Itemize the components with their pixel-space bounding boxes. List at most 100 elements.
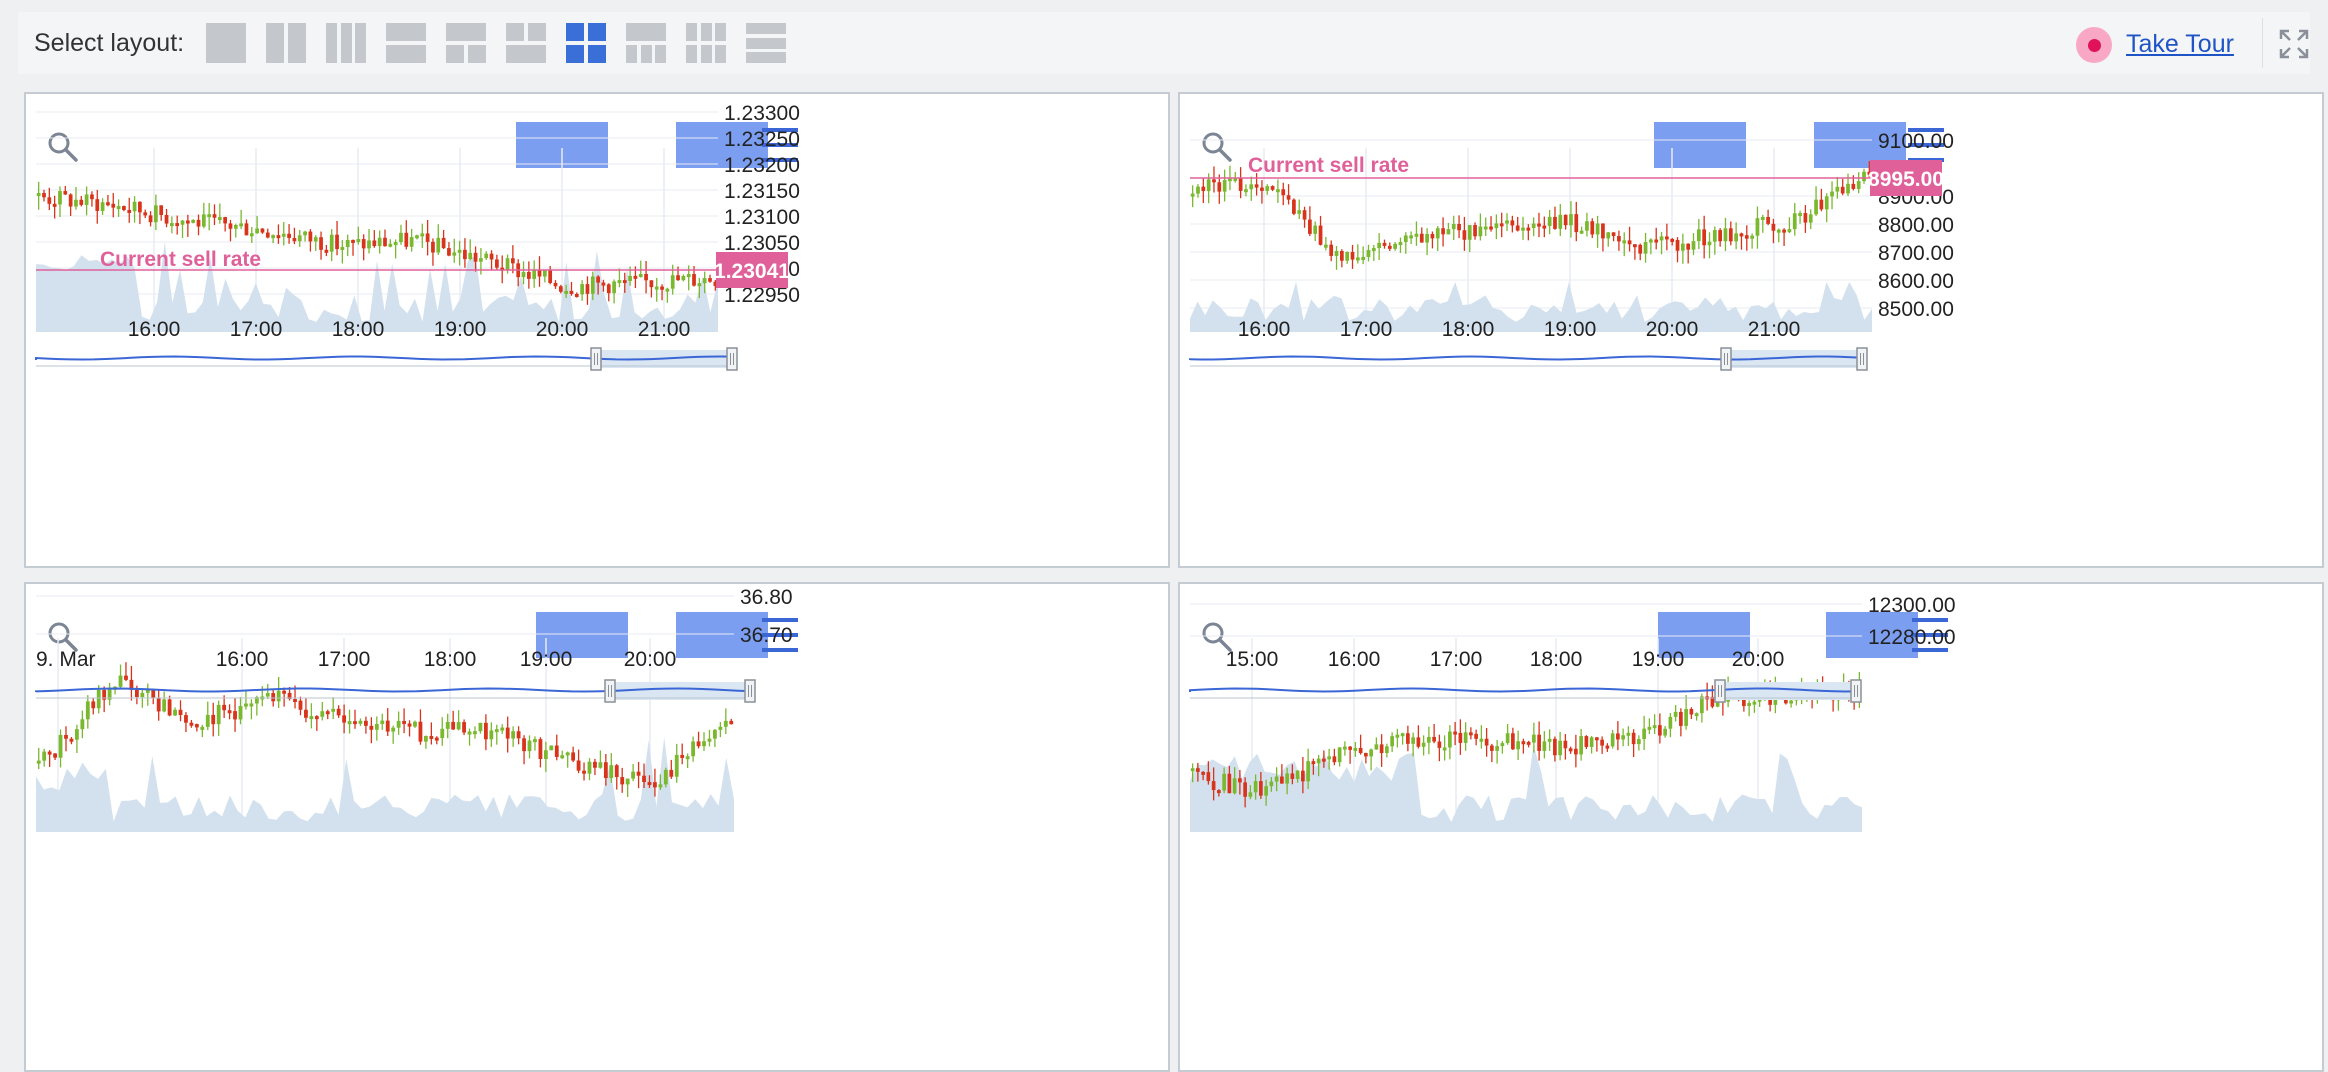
buy-button[interactable] <box>676 122 768 168</box>
y-tick-label: 12320.00 <box>1868 584 1956 585</box>
candle-body <box>1792 213 1797 230</box>
candle-body <box>287 233 291 239</box>
candle-body <box>281 233 286 237</box>
sell-button[interactable] <box>1654 122 1746 168</box>
y-tick-label: 9100.00 <box>1878 130 1954 153</box>
candle-body <box>633 275 638 279</box>
candle-body <box>1446 229 1451 235</box>
buy-button[interactable] <box>676 612 768 658</box>
candle-body <box>132 201 137 212</box>
fullscreen-icon[interactable] <box>2278 28 2310 60</box>
layout-cell <box>700 23 712 41</box>
layout-one-top-two-bottom-button[interactable] <box>446 23 487 63</box>
layout-three-rows-button[interactable] <box>746 23 787 63</box>
navigator-selection[interactable] <box>1720 682 1856 700</box>
candle-body <box>1579 230 1584 234</box>
candle-body <box>1787 229 1792 233</box>
candle-body <box>298 700 303 710</box>
candle-body <box>331 708 336 712</box>
candle-body <box>1691 241 1696 250</box>
navigator-handle[interactable] <box>590 347 602 371</box>
candle-body <box>170 223 174 227</box>
navigator-handle[interactable] <box>1714 679 1726 703</box>
candle-body <box>1222 180 1227 192</box>
layout-one-top-three-bottom-button[interactable] <box>626 23 667 63</box>
candle-body <box>1382 242 1387 246</box>
candle-body <box>342 715 347 723</box>
candle-body <box>1416 737 1421 747</box>
candle-body <box>353 721 357 725</box>
search-icon[interactable] <box>46 130 80 164</box>
candle-body <box>1696 229 1701 242</box>
candle-body <box>1649 239 1653 243</box>
navigator-handle[interactable] <box>726 347 738 371</box>
navigator-handle[interactable] <box>1856 347 1868 371</box>
candle-body <box>154 205 158 223</box>
menu-icon[interactable] <box>1912 614 1948 658</box>
candle-body <box>569 290 574 294</box>
x-tick-label: 20:00 <box>536 318 589 341</box>
layout-two-rows-button[interactable] <box>386 23 427 63</box>
layout-two-top-one-bottom-button[interactable] <box>506 23 547 63</box>
candle-body <box>628 275 632 281</box>
layout-two-by-three-button[interactable] <box>686 23 727 63</box>
buy-button[interactable] <box>1826 612 1918 658</box>
candle-body <box>527 740 532 752</box>
navigator-handle[interactable] <box>604 679 616 703</box>
candle-body <box>1265 186 1270 191</box>
layout-single-button[interactable] <box>206 23 247 63</box>
candle-body <box>260 228 265 233</box>
candle-body <box>1358 747 1363 754</box>
candle-body <box>1798 213 1802 217</box>
candle-body <box>64 734 68 739</box>
navigator-selection[interactable] <box>610 682 750 700</box>
candle-body <box>440 728 445 739</box>
candle-body <box>644 273 648 281</box>
candle-body <box>1249 184 1254 190</box>
candle-body <box>391 727 396 732</box>
take-tour-link[interactable]: Take Tour <box>2126 30 2234 58</box>
price-chart[interactable]: 12380.0012360.0012340.0012320.0012300.00… <box>1180 584 2322 1070</box>
candle-body <box>1430 233 1435 239</box>
tour-record-icon[interactable] <box>2076 27 2112 63</box>
menu-icon[interactable] <box>762 614 798 658</box>
candle-body <box>489 253 494 260</box>
price-chart[interactable]: 9100.008900.008800.008700.008600.008500.… <box>1180 94 2322 566</box>
candle-body <box>543 750 548 759</box>
price-chart[interactable]: 1.23300 1.23250 1.23200 1.23150 1.23100 1.230… <box>26 94 1168 566</box>
layout-three-columns-button[interactable] <box>326 23 367 63</box>
candle-body <box>1595 737 1599 741</box>
candle-body <box>1414 233 1419 237</box>
candle-body <box>1474 733 1478 739</box>
candle-body <box>1652 725 1657 729</box>
search-icon[interactable] <box>46 620 80 654</box>
candle-body <box>185 220 190 224</box>
search-icon[interactable] <box>1200 130 1234 164</box>
candle-body <box>1728 228 1733 242</box>
candle-body <box>271 693 276 702</box>
volume-area <box>36 242 718 332</box>
layout-cell <box>566 23 585 41</box>
candle-body <box>511 731 516 739</box>
candle-body <box>565 752 570 756</box>
menu-icon[interactable] <box>762 124 798 168</box>
search-icon[interactable] <box>1200 620 1234 654</box>
layout-two-by-two-button[interactable] <box>566 23 607 63</box>
sell-button[interactable] <box>536 612 628 658</box>
layout-two-columns-button[interactable] <box>266 23 307 63</box>
layout-cell <box>206 23 247 63</box>
candle-body <box>1563 214 1568 226</box>
candle-body <box>576 760 581 771</box>
candle-body <box>1642 728 1646 740</box>
candle-body <box>1755 218 1760 236</box>
navigator-selection[interactable] <box>1726 350 1862 368</box>
navigator-handle[interactable] <box>744 679 756 703</box>
navigator-handle[interactable] <box>1720 347 1732 371</box>
candle-body <box>36 193 41 197</box>
navigator-handle[interactable] <box>1850 679 1862 703</box>
candle-body <box>1808 214 1813 223</box>
candle-body <box>1595 223 1600 235</box>
candle-body <box>287 692 292 700</box>
sell-button[interactable] <box>1658 612 1750 658</box>
